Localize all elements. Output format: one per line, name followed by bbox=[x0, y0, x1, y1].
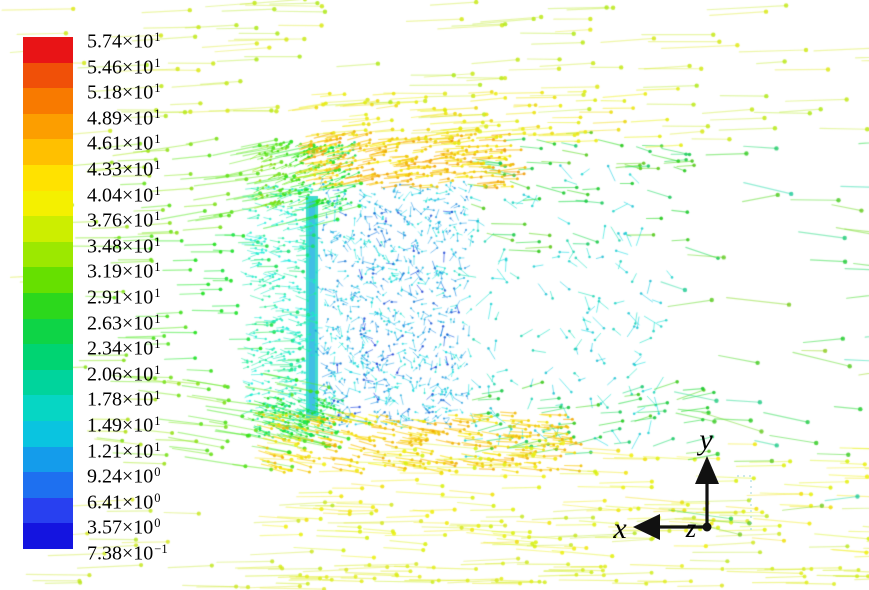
colorbar-band bbox=[23, 216, 73, 242]
colorbar-tick-label: 2.91×101 bbox=[87, 282, 161, 309]
colorbar-band bbox=[23, 267, 73, 293]
tick-mantissa: 1.21×10 bbox=[87, 440, 154, 463]
colorbar-band bbox=[23, 164, 73, 191]
tick-exponent: 0 bbox=[154, 490, 161, 505]
tick-mantissa: 7.38×10 bbox=[87, 542, 154, 565]
colorbar-tick-label: 4.61×101 bbox=[87, 128, 161, 156]
colorbar-band bbox=[23, 446, 73, 473]
tick-mantissa: 4.04×10 bbox=[87, 184, 154, 207]
tick-exponent: 1 bbox=[154, 388, 161, 403]
tick-mantissa: 2.63×10 bbox=[87, 312, 154, 335]
tick-mantissa: 2.34×10 bbox=[87, 337, 154, 360]
colorbar-band bbox=[23, 190, 73, 217]
tick-exponent: 1 bbox=[154, 55, 161, 70]
colorbar-tick-label: 1.21×101 bbox=[87, 436, 161, 463]
tick-exponent: 1 bbox=[154, 106, 161, 121]
colorbar-tick-label: 9.24×100 bbox=[87, 461, 161, 488]
colorbar-tick-label: 2.06×101 bbox=[87, 359, 161, 386]
tick-mantissa: 5.74×10 bbox=[87, 30, 154, 53]
tick-exponent: 1 bbox=[154, 183, 161, 198]
colorbar-tick-label: 3.76×101 bbox=[87, 205, 161, 232]
colorbar-tick-label: 5.46×101 bbox=[87, 52, 161, 79]
colorbar-band bbox=[23, 88, 73, 114]
colorbar-band bbox=[23, 292, 73, 319]
tick-exponent: 1 bbox=[154, 234, 161, 249]
tick-mantissa: 5.46×10 bbox=[87, 56, 154, 79]
tick-exponent: 1 bbox=[154, 286, 161, 300]
colorbar-band bbox=[23, 497, 73, 524]
tick-mantissa: 9.24×10 bbox=[87, 465, 154, 488]
tick-exponent: 1 bbox=[154, 30, 161, 44]
colorbar-tick-label: 2.34×101 bbox=[87, 333, 161, 360]
colorbar-band bbox=[23, 395, 73, 421]
tick-mantissa: 4.33×10 bbox=[87, 158, 154, 181]
tick-mantissa: 6.41×10 bbox=[87, 491, 154, 514]
colorbar-tick-label: 3.57×100 bbox=[87, 512, 161, 540]
tick-exponent: 0 bbox=[154, 465, 161, 480]
colorbar-tick-label: 4.89×101 bbox=[87, 103, 161, 130]
tick-mantissa: 4.89×10 bbox=[87, 107, 154, 130]
tick-exponent: 1 bbox=[154, 414, 161, 428]
colorbar-band bbox=[23, 113, 73, 140]
tick-mantissa: 3.76×10 bbox=[87, 209, 154, 232]
colorbar-tick-label: 4.04×101 bbox=[87, 180, 161, 207]
tick-mantissa: 1.78×10 bbox=[87, 389, 154, 412]
colorbar-band bbox=[23, 62, 73, 89]
tick-exponent: 1 bbox=[154, 439, 161, 454]
tick-mantissa: 3.57×10 bbox=[87, 517, 154, 540]
tick-exponent: 1 bbox=[154, 311, 161, 326]
tick-mantissa: 2.06×10 bbox=[87, 363, 154, 386]
tick-mantissa: 3.19×10 bbox=[87, 261, 154, 284]
colorbar-tick-label: 4.33×101 bbox=[87, 154, 161, 181]
tick-mantissa: 2.91×10 bbox=[87, 286, 154, 309]
colorbar-tick-label: 6.41×100 bbox=[87, 487, 161, 514]
colorbar-tick-label: 1.78×101 bbox=[87, 384, 161, 412]
tick-exponent: 1 bbox=[154, 81, 161, 96]
tick-mantissa: 3.48×10 bbox=[87, 235, 154, 258]
colorbar-tick-label: 5.18×101 bbox=[87, 77, 161, 104]
tick-mantissa: 5.18×10 bbox=[87, 81, 154, 104]
tick-exponent: 0 bbox=[154, 516, 161, 531]
tick-exponent: 1 bbox=[154, 260, 161, 275]
colorbar-band bbox=[23, 420, 73, 447]
colorbar-tick-label: 2.63×101 bbox=[87, 308, 161, 335]
tick-exponent: 1 bbox=[154, 158, 161, 172]
colorbar-band bbox=[23, 344, 73, 370]
colorbar-band bbox=[23, 37, 73, 63]
tick-mantissa: 4.61×10 bbox=[87, 133, 154, 156]
tick-exponent: 1 bbox=[154, 132, 161, 147]
colorbar-band bbox=[23, 139, 73, 165]
colorbar-tick-label: 3.48×101 bbox=[87, 231, 161, 258]
tick-exponent: 1 bbox=[154, 337, 161, 352]
tick-mantissa: 1.49×10 bbox=[87, 414, 154, 437]
colorbar-tick-label: 5.74×101 bbox=[87, 26, 161, 53]
colorbar-band bbox=[23, 472, 73, 498]
colorbar-band bbox=[23, 369, 73, 396]
colorbar-band bbox=[23, 241, 73, 268]
tick-exponent: 1 bbox=[154, 209, 161, 224]
colorbar-band bbox=[23, 318, 73, 345]
tick-exponent: −1 bbox=[154, 542, 168, 556]
colorbar-tick-label: 7.38×10−1 bbox=[87, 538, 168, 565]
colorbar bbox=[23, 37, 73, 549]
colorbar-tick-label: 1.49×101 bbox=[87, 410, 161, 437]
colorbar-band bbox=[23, 523, 73, 549]
tick-exponent: 1 bbox=[154, 362, 161, 377]
colorbar-tick-label: 3.19×101 bbox=[87, 256, 161, 284]
